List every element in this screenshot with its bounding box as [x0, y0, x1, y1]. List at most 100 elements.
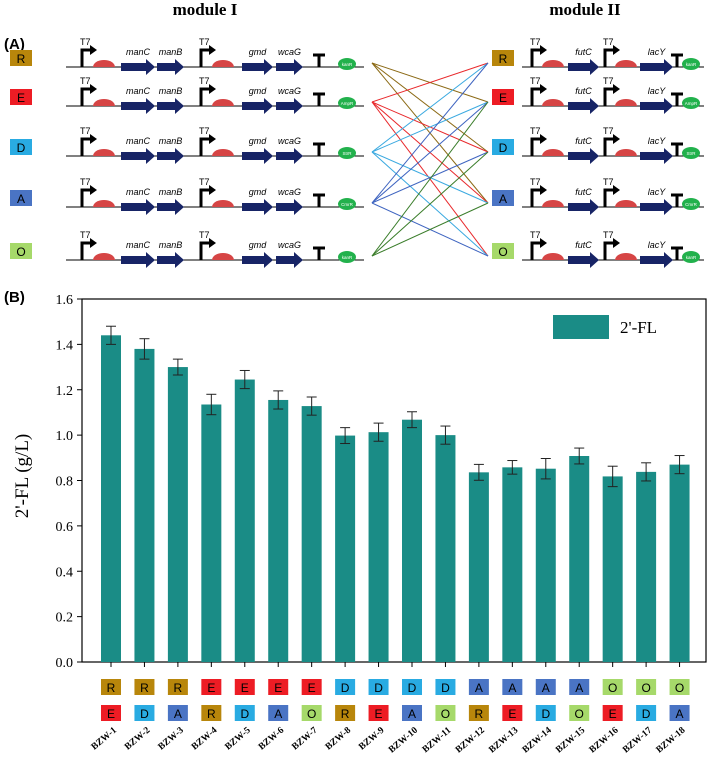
plasmid-letter: D	[499, 141, 508, 155]
bar	[602, 476, 623, 662]
rbs-icon	[212, 149, 234, 156]
bar	[301, 406, 322, 662]
plasmid-letter: E	[17, 91, 25, 105]
y-tick-label: 1.2	[56, 384, 74, 399]
x-tick-label: BZW-14	[521, 725, 554, 755]
promoter-arrow	[603, 87, 615, 106]
gene-label: wcaG	[278, 47, 301, 57]
module-1-construct: A T7 manC manB T7 gmd wcaG CmrR	[10, 177, 364, 215]
resistance-label: CmrR	[685, 202, 697, 207]
module-1-badge	[502, 679, 523, 695]
rbs-icon	[93, 60, 115, 67]
gene-arrow	[121, 252, 155, 268]
module-1-badge	[435, 679, 456, 695]
module-2-construct: O T7 futC T7 lacY kanR	[492, 230, 704, 268]
gene-arrow	[157, 59, 184, 75]
module-2-construct: D T7 futC T7 lacY StrR	[492, 126, 704, 164]
module-2-badge	[569, 705, 590, 721]
gene-label: gmd	[249, 47, 268, 57]
y-tick-label: 1.6	[56, 293, 74, 308]
promoter-label: T7	[80, 126, 91, 136]
module-2-badge	[535, 705, 556, 721]
promoter-arrow-head	[90, 185, 97, 195]
plasmid-badge	[492, 50, 514, 66]
module-2-letter: A	[274, 707, 282, 721]
bar	[669, 464, 690, 662]
x-tick-label: BZW-4	[190, 725, 219, 752]
bar	[535, 468, 556, 662]
x-tick-label: BZW-12	[454, 725, 487, 755]
module-1-letter: O	[641, 681, 650, 695]
legend-swatch	[553, 315, 609, 339]
gene-arrow	[157, 252, 184, 268]
module-1-badge	[234, 679, 255, 695]
module-2-badge	[301, 705, 322, 721]
module-1-letter: D	[441, 681, 450, 695]
gene-arrow	[276, 252, 303, 268]
rbs-icon	[93, 253, 115, 260]
module-1-letter: R	[107, 681, 116, 695]
promoter-label: T7	[199, 177, 210, 187]
bar	[636, 471, 657, 662]
x-tick-label: BZW-10	[387, 725, 420, 755]
combination-line	[371, 101, 489, 153]
module-2-title: module II	[549, 0, 621, 19]
promoter-arrow	[80, 137, 92, 156]
gene-label: manC	[126, 240, 151, 250]
module-2-badge	[234, 705, 255, 721]
gene-label: gmd	[249, 240, 268, 250]
gene-label: futC	[575, 187, 592, 197]
module-2-badge	[435, 705, 456, 721]
gene-label: futC	[575, 86, 592, 96]
plasmid-badge	[10, 139, 32, 155]
promoter-label: T7	[199, 230, 210, 240]
resistance-label: AmpR	[341, 101, 354, 106]
module-2-letter: O	[575, 707, 584, 721]
module-2-construct: E T7 futC T7 lacY AmpR	[492, 76, 704, 114]
x-tick-label: BZW-11	[421, 725, 454, 755]
resistance-label: kanR	[686, 255, 697, 260]
promoter-label: T7	[530, 126, 541, 136]
module-1-construct: O T7 manC manB T7 gmd wcaG kanR	[10, 230, 364, 268]
module-1-letter: R	[174, 681, 183, 695]
module-2-construct: R T7 futC T7 lacY kanR	[492, 37, 704, 75]
promoter-arrow-head	[90, 45, 97, 55]
module-1-letter: O	[608, 681, 617, 695]
gene-arrow	[640, 148, 673, 164]
gene-label: manB	[159, 187, 183, 197]
plasmid-badge	[492, 243, 514, 259]
module-2-letter: D	[541, 707, 550, 721]
promoter-label: T7	[530, 230, 541, 240]
rbs-icon	[615, 149, 637, 156]
resistance-label: kanR	[686, 62, 697, 67]
promoter-arrow-head	[209, 134, 216, 144]
resistance-marker	[338, 198, 356, 210]
promoter-arrow	[530, 137, 542, 156]
promoter-arrow	[199, 188, 211, 207]
promoter-label: T7	[603, 126, 614, 136]
bars	[101, 335, 690, 662]
module-1-construct: D T7 manC manB T7 gmd wcaG StrR	[10, 126, 364, 164]
gene-arrow	[157, 98, 184, 114]
module-1-badge	[301, 679, 322, 695]
gene-arrow	[242, 148, 273, 164]
promoter-arrow-head	[209, 185, 216, 195]
x-tick-label: BZW-8	[324, 725, 353, 752]
promoter-label: T7	[80, 230, 91, 240]
x-tick-label: BZW-2	[123, 725, 152, 752]
plasmid-letter: A	[17, 192, 25, 206]
y-tick-label: 0.2	[56, 611, 74, 626]
rbs-icon	[542, 200, 564, 207]
promoter-arrow-head	[90, 238, 97, 248]
gene-arrow	[640, 59, 673, 75]
gene-label: manB	[159, 240, 183, 250]
module-2-letter: R	[341, 707, 350, 721]
module-1-badge	[602, 679, 623, 695]
promoter-label: T7	[603, 76, 614, 86]
gene-arrow	[276, 59, 303, 75]
gene-label: manC	[126, 47, 151, 57]
promoter-arrow-head	[209, 84, 216, 94]
module-1-letter: D	[408, 681, 417, 695]
x-tick-label: BZW-6	[257, 725, 286, 752]
module-1-badge	[402, 679, 422, 695]
